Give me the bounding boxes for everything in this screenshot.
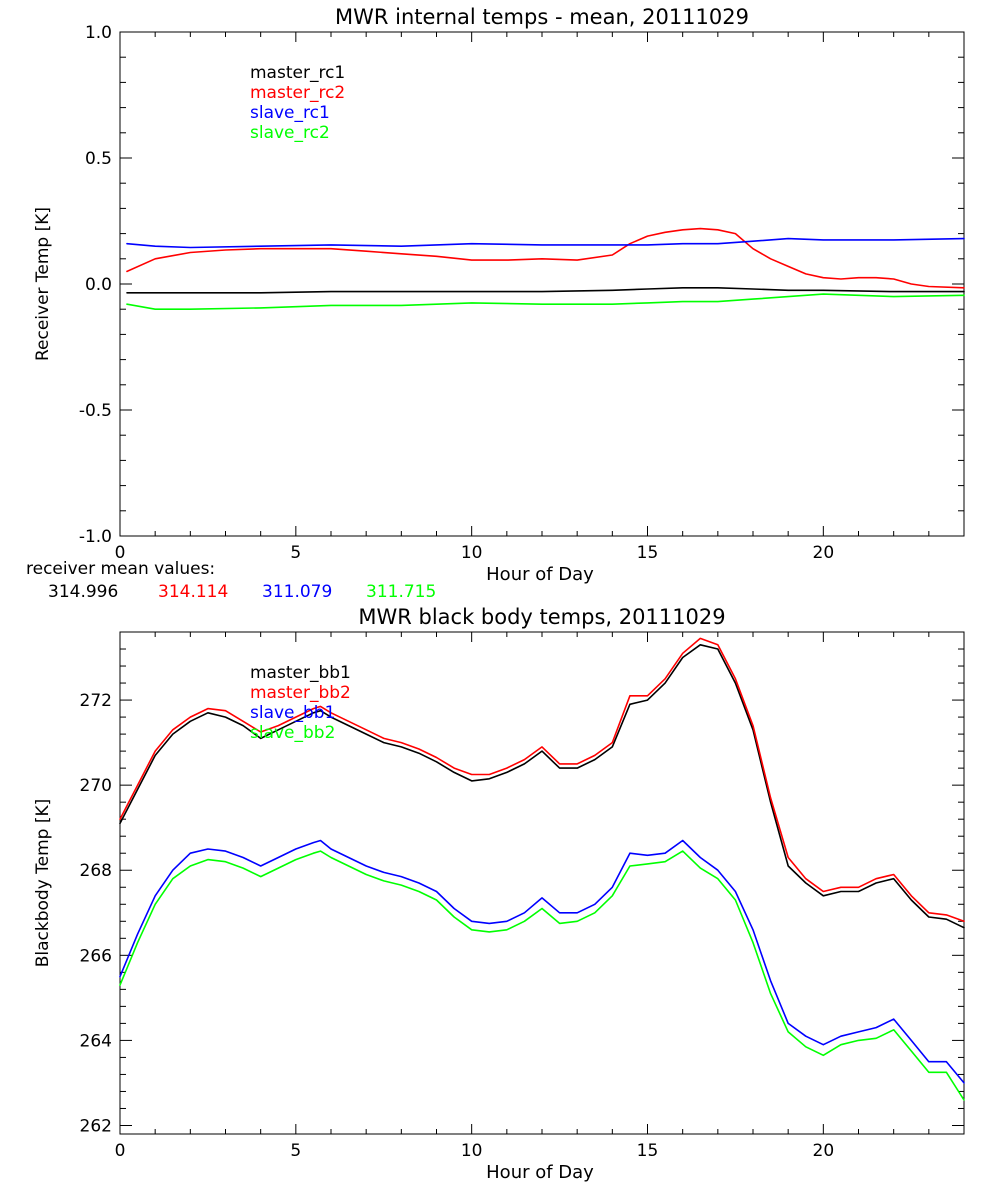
x-tick-label: 20 <box>813 543 835 563</box>
chart-title: MWR internal temps - mean, 20111029 <box>335 5 749 29</box>
y-tick-label: 266 <box>80 946 112 966</box>
receiver-mean-values: receiver mean values: 314.996 314.114 311.0… <box>26 559 436 602</box>
panel-receiver-temps: 0 5 10 15 20 -1.0 -0.5 0.0 0.5 1.0 MWR internal te… <box>33 5 965 585</box>
y-axis-label: Blackbody Temp [K] <box>33 799 53 968</box>
legend-entry-master-rc1: master_rc1 <box>250 63 345 83</box>
series-line-master-rc2 <box>126 227 965 289</box>
x-tick-label: 15 <box>637 1141 659 1161</box>
series-line-master-bb2 <box>119 637 965 923</box>
x-tick-label: 10 <box>461 543 483 563</box>
legend-entry-slave-bb1: slave_bb1 <box>250 703 335 723</box>
y-tick-label: 0.5 <box>85 149 112 169</box>
y-tick-label: -0.5 <box>79 401 112 421</box>
series-line-master-bb1 <box>119 644 965 929</box>
series-line-slave-rc1 <box>126 237 965 249</box>
y-tick-label: 1.0 <box>85 23 112 43</box>
legend-entry-slave-rc2: slave_rc2 <box>250 123 330 143</box>
mean-values-label: receiver mean values: <box>26 559 215 579</box>
legend-entry-master-bb2: master_bb2 <box>250 683 351 703</box>
legend-entry-slave-rc1: slave_rc1 <box>250 103 330 123</box>
x-tick-label: 10 <box>461 1141 483 1161</box>
y-axis-label: Receiver Temp [K] <box>33 207 53 361</box>
x-axis-label: Hour of Day <box>486 564 594 585</box>
plot-frame <box>119 631 965 1135</box>
x-axis-label: Hour of Day <box>486 1162 594 1183</box>
panel-blackbody-temps: 0 5 10 15 20 262 264 266 268 270 272 MWR black body… <box>33 605 965 1183</box>
legend-entry-slave-bb2: slave_bb2 <box>250 723 335 743</box>
series-line-slave-bb2 <box>119 850 965 1101</box>
chart-title: MWR black body temps, 20111029 <box>358 605 725 629</box>
y-tick-label: -1.0 <box>79 527 112 547</box>
y-tick-label: 0.0 <box>85 275 112 295</box>
mean-value: 314.114 <box>158 582 228 602</box>
series-line-slave-bb1 <box>119 839 965 1084</box>
mean-value: 311.715 <box>366 582 436 602</box>
plot-frame <box>119 31 965 537</box>
x-tick-label: 5 <box>290 543 301 563</box>
mean-value: 311.079 <box>262 582 332 602</box>
series-line-master-rc1 <box>126 287 965 294</box>
x-tick-label: 0 <box>115 1141 126 1161</box>
x-tick-label: 15 <box>637 543 659 563</box>
y-tick-label: 262 <box>80 1116 112 1136</box>
y-tick-label: 268 <box>80 861 112 881</box>
x-tick-label: 0 <box>115 543 126 563</box>
x-tick-label: 5 <box>290 1141 301 1161</box>
x-tick-label: 20 <box>813 1141 835 1161</box>
y-tick-label: 264 <box>80 1031 112 1051</box>
legend-entry-master-bb1: master_bb1 <box>250 663 351 683</box>
mean-value: 314.996 <box>48 582 118 602</box>
series-line-slave-rc2 <box>126 293 965 310</box>
legend-entry-master-rc2: master_rc2 <box>250 83 345 103</box>
y-tick-label: 270 <box>80 776 112 796</box>
y-tick-label: 272 <box>80 691 112 711</box>
